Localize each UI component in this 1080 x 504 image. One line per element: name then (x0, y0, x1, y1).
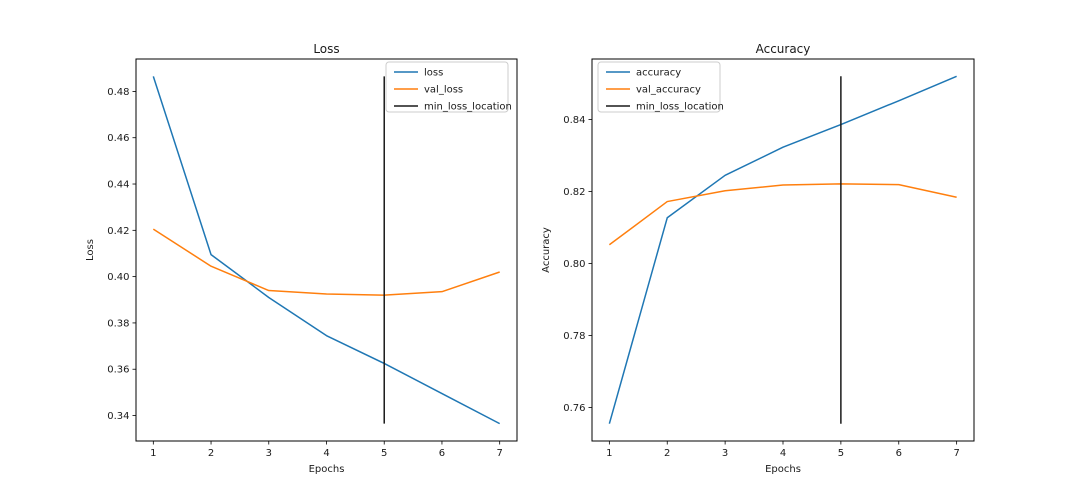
x-tick-label: 5 (381, 448, 387, 459)
y-tick-label: 0.84 (563, 115, 585, 126)
legend-label-min_loss_location: min_loss_location (424, 102, 512, 113)
x-tick-label: 4 (780, 448, 786, 459)
series-line-val_accuracy (608, 183, 957, 246)
x-tick-label: 7 (496, 448, 502, 459)
chart-title: Accuracy (756, 42, 811, 56)
plot-area (136, 59, 517, 441)
chart-loss: 1 2 3 4 5 6 7 0.34 0.36 0.38 0.40 0.42 0.44 0.46 0.48 L… (85, 42, 518, 475)
y-axis: 0.76 0.78 0.80 0.82 0.84 (563, 115, 592, 414)
x-tick-label: 6 (896, 448, 902, 459)
chart-accuracy: 1 2 3 4 5 6 7 0.76 0.78 0.80 0.82 0.84 Accuracy Epoch… (541, 42, 975, 475)
y-tick-label: 0.40 (107, 272, 129, 283)
x-tick-label: 1 (150, 448, 156, 459)
x-tick-label: 2 (664, 448, 670, 459)
plot-area (592, 59, 974, 441)
x-tick-label: 7 (953, 448, 959, 459)
x-axis-label: Epochs (309, 464, 345, 475)
legend-label-min_loss_location: min_loss_location (636, 102, 724, 113)
y-tick-label: 0.46 (107, 133, 129, 144)
y-tick-label: 0.78 (563, 331, 585, 342)
y-tick-label: 0.76 (563, 403, 585, 414)
x-axis-label: Epochs (765, 464, 801, 475)
y-tick-label: 0.48 (107, 87, 129, 98)
x-tick-label: 6 (439, 448, 445, 459)
legend-label-val_accuracy: val_accuracy (636, 85, 701, 96)
y-tick-label: 0.38 (107, 318, 129, 329)
legend-label-loss: loss (424, 68, 443, 79)
x-tick-label: 3 (266, 448, 272, 459)
x-axis: 1 2 3 4 5 6 7 (150, 441, 503, 459)
legend-box (385, 61, 509, 113)
y-tick-label: 0.36 (107, 365, 129, 376)
x-tick-label: 1 (606, 448, 612, 459)
series-line-accuracy (608, 75, 957, 424)
y-tick-label: 0.44 (107, 180, 129, 191)
legend-label-val_loss: val_loss (424, 85, 463, 96)
series-line-loss (152, 76, 501, 425)
y-axis-label: Accuracy (541, 227, 552, 273)
y-tick-label: 0.34 (107, 411, 129, 422)
x-tick-label: 2 (208, 448, 214, 459)
legend: loss val_loss min_loss_location (385, 61, 512, 113)
series-line-val_loss (152, 228, 500, 296)
y-axis: 0.34 0.36 0.38 0.40 0.42 0.44 0.46 0.48 (107, 87, 136, 422)
x-tick-label: 5 (838, 448, 844, 459)
legend: accuracy val_accuracy min_loss_location (597, 61, 724, 113)
y-tick-label: 0.42 (107, 226, 129, 237)
legend-box (597, 61, 721, 113)
y-tick-label: 0.82 (563, 187, 585, 198)
x-tick-label: 3 (722, 448, 728, 459)
legend-label-accuracy: accuracy (636, 68, 681, 79)
chart-title: Loss (313, 42, 339, 56)
x-axis: 1 2 3 4 5 6 7 (606, 441, 960, 459)
y-axis-label: Loss (85, 239, 96, 261)
y-tick-label: 0.80 (563, 259, 585, 270)
x-tick-label: 4 (323, 448, 329, 459)
